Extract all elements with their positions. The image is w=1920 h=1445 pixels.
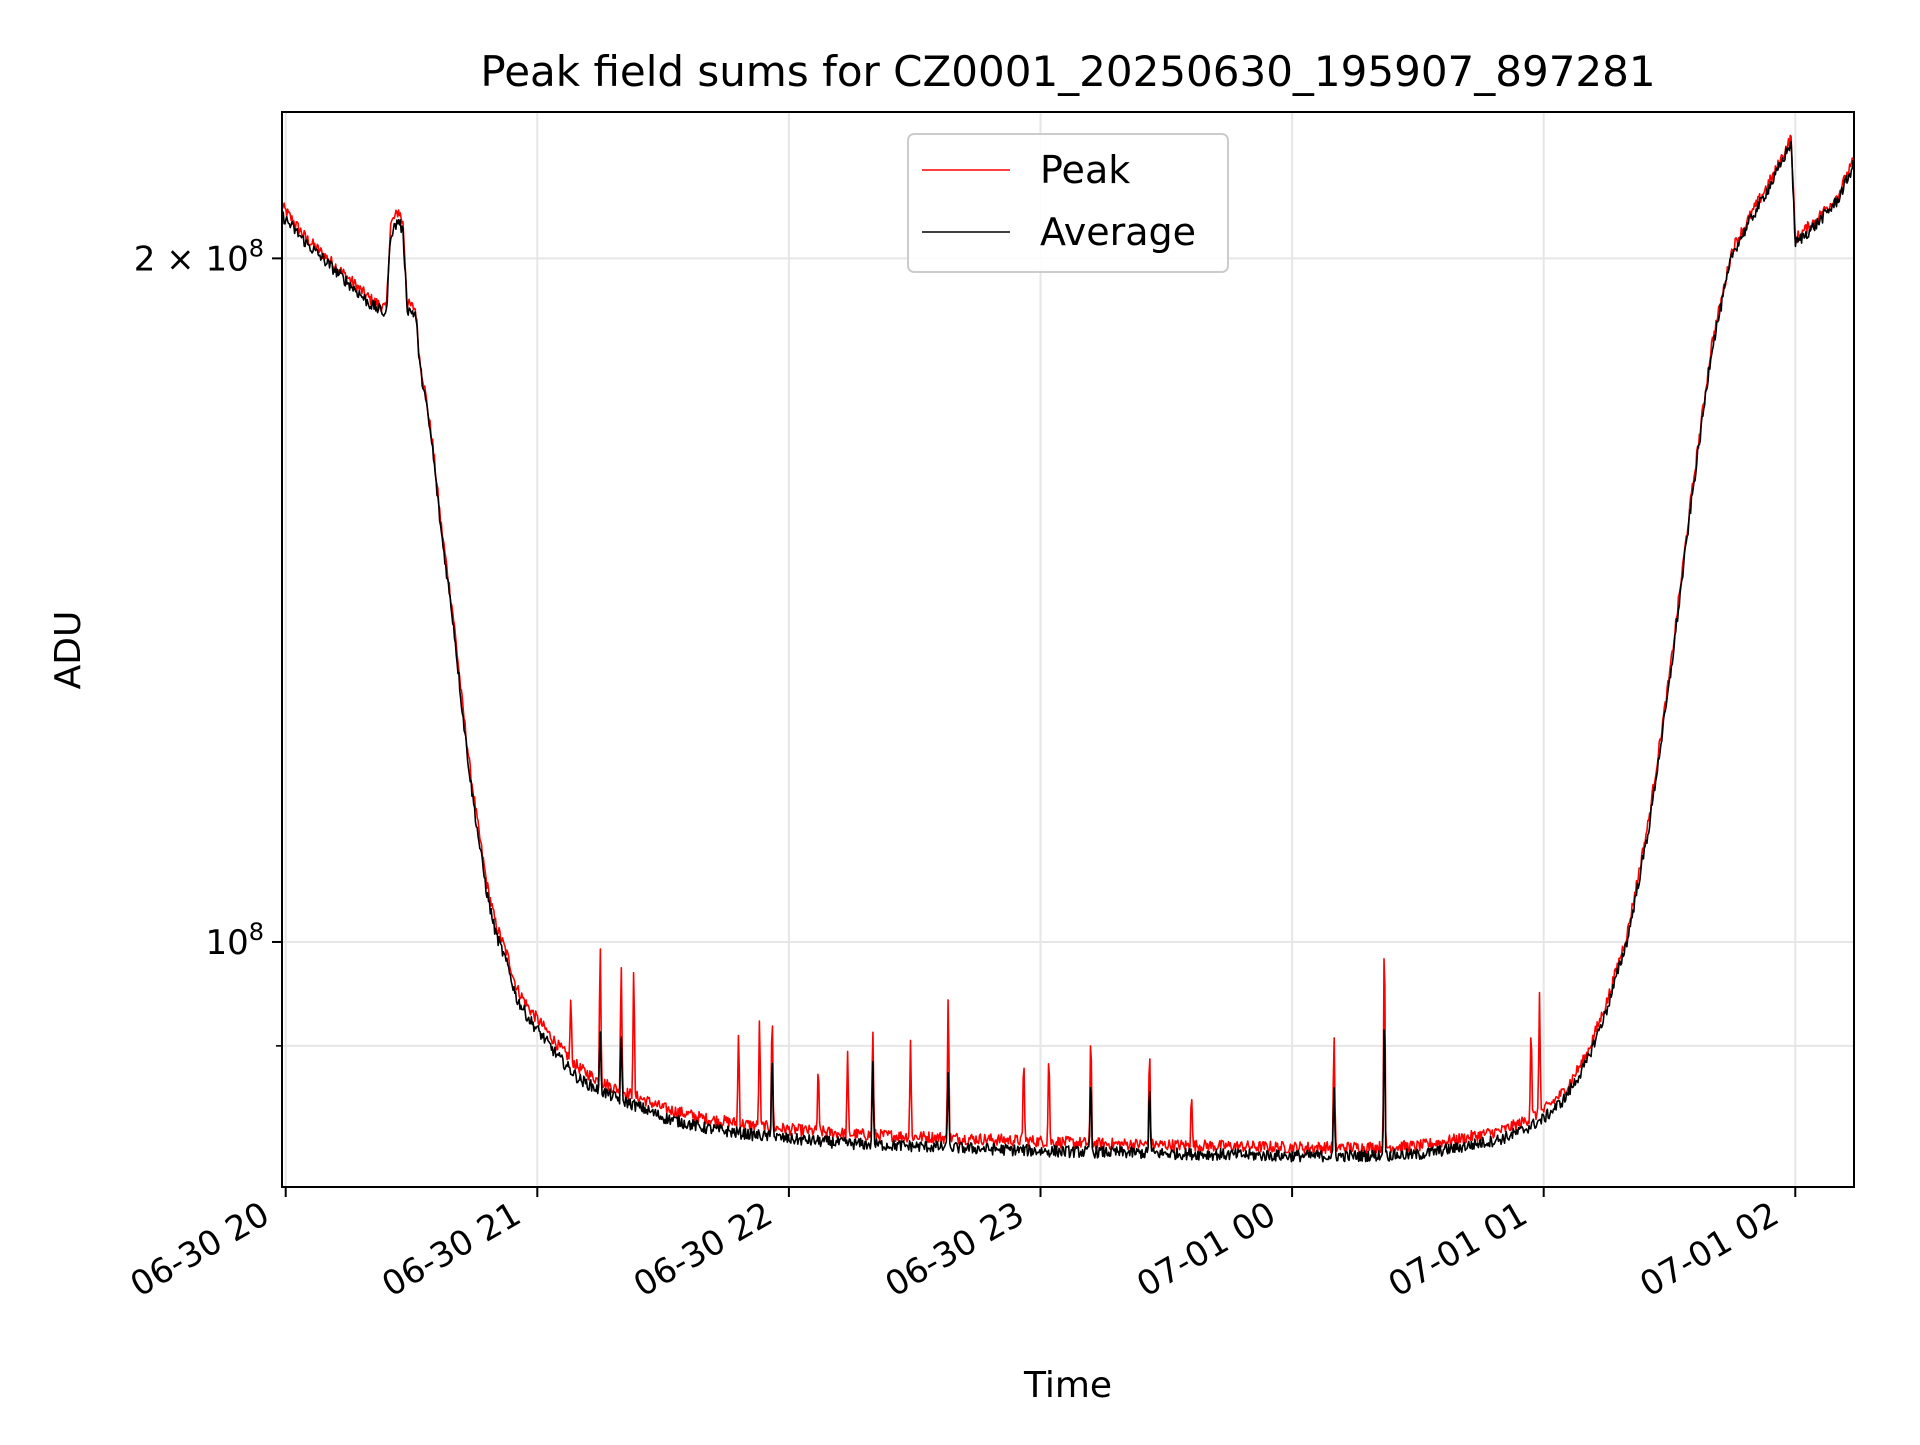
- y-tick-label-exponent: 8: [249, 234, 264, 262]
- legend-label-average: Average: [1040, 210, 1196, 254]
- y-tick-label-prefix: 2 ×: [134, 239, 206, 279]
- y-tick-label-exponent: 8: [249, 918, 264, 946]
- legend-box: [907, 133, 1229, 273]
- series-line-average: [282, 140, 1854, 1163]
- y-axis-label: ADU: [48, 611, 89, 690]
- y-tick-label-base: 10: [205, 239, 248, 279]
- y-tick-label: 108: [205, 918, 264, 963]
- x-axis-label: Time: [1023, 1365, 1112, 1406]
- series-lines: [282, 134, 1854, 1163]
- legend: Peak Average: [907, 133, 1229, 273]
- legend-label-peak: Peak: [1040, 148, 1130, 192]
- y-tick-label: 2 × 108: [134, 234, 264, 279]
- y-tick-label-base: 10: [205, 923, 248, 963]
- plot-frame: [281, 111, 1855, 1188]
- chart-title: Peak field sums for CZ0001_20250630_1959…: [480, 47, 1655, 96]
